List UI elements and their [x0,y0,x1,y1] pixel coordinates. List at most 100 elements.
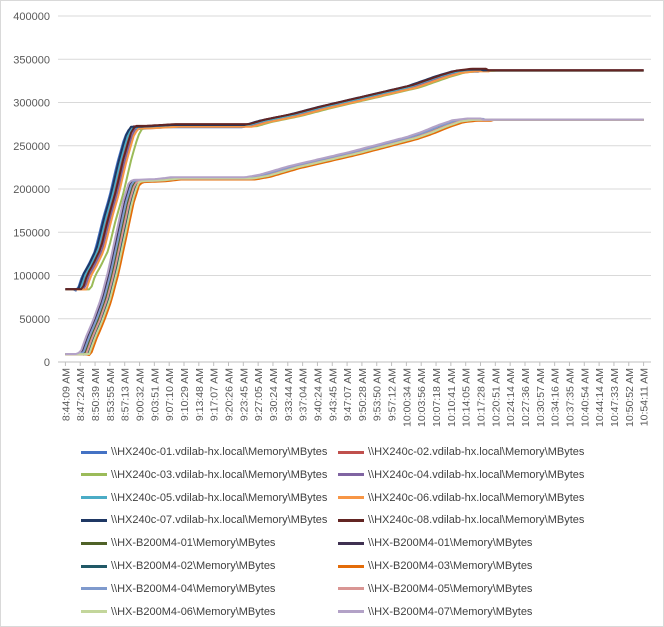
x-tick-label: 10:27:36 AM [520,368,532,427]
x-tick-label: 10:44:14 AM [594,368,606,427]
x-tick-label: 9:00:32 AM [135,368,147,421]
legend-label: \\HX-B200M4-04\Memory\MBytes [111,582,276,595]
legend-label: \\HX-B200M4-06\Memory\MBytes [111,605,276,618]
legend-item: \\HX-B200M4-02\Memory\MBytes [81,557,275,575]
legend-item: \\HX240c-01.vdilab-hx.local\Memory\MByte… [81,443,327,461]
legend-item: \\HX240c-08.vdilab-hx.local\Memory\MByte… [338,511,584,529]
y-tick-label: 50000 [19,314,50,326]
legend-item: \\HX-B200M4-04\Memory\MBytes [81,580,275,598]
y-tick-label: 0 [44,357,50,369]
y-tick-label: 400000 [13,11,50,23]
x-tick-label: 10:07:18 AM [431,368,443,427]
legend-swatch [338,496,364,500]
x-tick-label: 8:50:39 AM [90,368,102,421]
x-tick-label: 9:20:26 AM [223,368,235,421]
legend-label: \\HX-B200M4-01\Memory\MBytes [111,537,276,550]
x-tick-label: 9:50:28 AM [357,368,369,421]
legend-item: \\HX240c-03.vdilab-hx.local\Memory\MByte… [81,466,327,484]
x-tick-label: 9:27:05 AM [253,368,265,421]
x-tick-label: 10:24:14 AM [505,368,517,427]
x-tick-label: 10:40:54 AM [579,368,591,427]
legend-item: \\HX-B200M4-01\Memory\MBytes [338,534,532,552]
legend-swatch [81,496,107,500]
series-line [65,67,644,291]
legend-swatch [81,450,107,454]
legend-swatch [81,541,107,545]
y-tick-label: 250000 [13,141,50,153]
legend-swatch [338,450,364,454]
x-tick-label: 10:30:57 AM [535,368,547,427]
legend-item: \\HX240c-04.vdilab-hx.local\Memory\MByte… [338,466,584,484]
x-tick-label: 9:37:04 AM [298,368,310,421]
legend-item: \\HX240c-06.vdilab-hx.local\Memory\MByte… [338,489,584,507]
x-tick-label: 10:10:41 AM [446,368,458,427]
x-tick-label: 10:34:16 AM [550,368,562,427]
legend-label: \\HX-B200M4-03\Memory\MBytes [368,560,533,572]
y-tick-label: 150000 [13,227,50,239]
legend-swatch [338,587,364,591]
x-tick-label: 9:07:10 AM [164,368,176,421]
legend-label: \\HX-B200M4-05\Memory\MBytes [368,582,533,595]
legend-swatch [338,473,364,477]
x-tick-label: 9:30:24 AM [268,368,280,421]
legend-item: \\HX240c-05.vdilab-hx.local\Memory\MByte… [81,489,327,507]
x-tick-label: 10:14:05 AM [461,368,473,427]
legend-swatch [338,541,364,545]
legend-swatch [81,587,107,591]
x-tick-label: 8:57:13 AM [120,368,132,421]
legend-swatch [338,610,364,614]
legend-item: \\HX-B200M4-03\Memory\MBytes [338,557,532,575]
chart-plot: 0 50000 100000 150000 200000 250000 300000 3500… [13,11,651,427]
legend-swatch [81,610,107,614]
legend-swatch [338,518,364,522]
legend-label: \\HX-B200M4-02\Memory\MBytes [111,560,276,572]
x-tick-label: 9:17:07 AM [209,368,221,421]
legend-label: \\HX240c-04.vdilab-hx.local\Memory\MByte… [368,468,585,481]
y-tick-label: 300000 [13,98,50,110]
legend-swatch [81,473,107,477]
x-tick-label: 8:53:55 AM [105,368,117,421]
legend-label: \\HX240c-08.vdilab-hx.local\Memory\MByte… [368,514,585,527]
legend-label: \\HX240c-02.vdilab-hx.local\Memory\MByte… [368,446,585,458]
x-tick-label: 9:43:45 AM [327,368,339,421]
x-tick-label: 9:13:48 AM [194,368,206,421]
x-tick-label: 10:47:33 AM [609,368,621,427]
x-tick-label: 9:03:51 AM [149,368,161,421]
legend-item: \\HX-B200M4-05\Memory\MBytes [338,580,532,598]
legend-item: \\HX-B200M4-06\Memory\MBytes [81,603,275,621]
series-line [65,117,644,355]
legend-label: \\HX240c-05.vdilab-hx.local\Memory\MByte… [111,491,328,504]
legend-label: \\HX-B200M4-01\Memory\MBytes [368,537,533,550]
x-tick-label: 9:33:44 AM [283,368,295,421]
x-tick-label: 10:37:35 AM [564,368,576,427]
x-tick-label: 8:47:24 AM [75,368,87,421]
x-tick-label: 9:47:07 AM [342,368,354,421]
x-tick-label: 10:54:11 AM [639,368,651,426]
x-tick-label: 10:20:51 AM [490,368,502,427]
series-line [65,118,644,357]
legend-item: \\HX240c-07.vdilab-hx.local\Memory\MByte… [81,511,327,529]
legend-label: \\HX240c-01.vdilab-hx.local\Memory\MByte… [111,446,328,458]
x-tick-label: 9:10:29 AM [179,368,191,421]
x-tick-label: 10:50:52 AM [624,368,636,427]
y-tick-label: 100000 [13,271,50,283]
x-tick-label: 8:44:09 AM [60,368,72,421]
legend-label: \\HX-B200M4-07\Memory\MBytes [368,605,533,618]
legend-swatch [81,518,107,522]
legend-label: \\HX240c-07.vdilab-hx.local\Memory\MByte… [111,514,328,527]
legend-label: \\HX240c-06.vdilab-hx.local\Memory\MByte… [368,491,585,504]
x-tick-label: 10:17:28 AM [476,368,488,427]
y-tick-label: 350000 [13,54,50,66]
legend-item: \\HX-B200M4-01\Memory\MBytes [81,534,275,552]
x-tick-label: 9:40:24 AM [312,368,324,421]
x-tick-label: 9:23:45 AM [238,368,250,421]
x-tick-label: 10:03:56 AM [416,368,428,427]
y-tick-label: 200000 [13,184,50,196]
x-tick-label: 9:57:12 AM [387,368,399,421]
legend-swatch [81,564,107,568]
x-tick-label: 9:53:50 AM [372,368,384,421]
legend-label: \\HX240c-03.vdilab-hx.local\Memory\MByte… [111,468,328,481]
legend-item: \\HX-B200M4-07\Memory\MBytes [338,603,532,621]
legend-item: \\HX240c-02.vdilab-hx.local\Memory\MByte… [338,443,584,461]
